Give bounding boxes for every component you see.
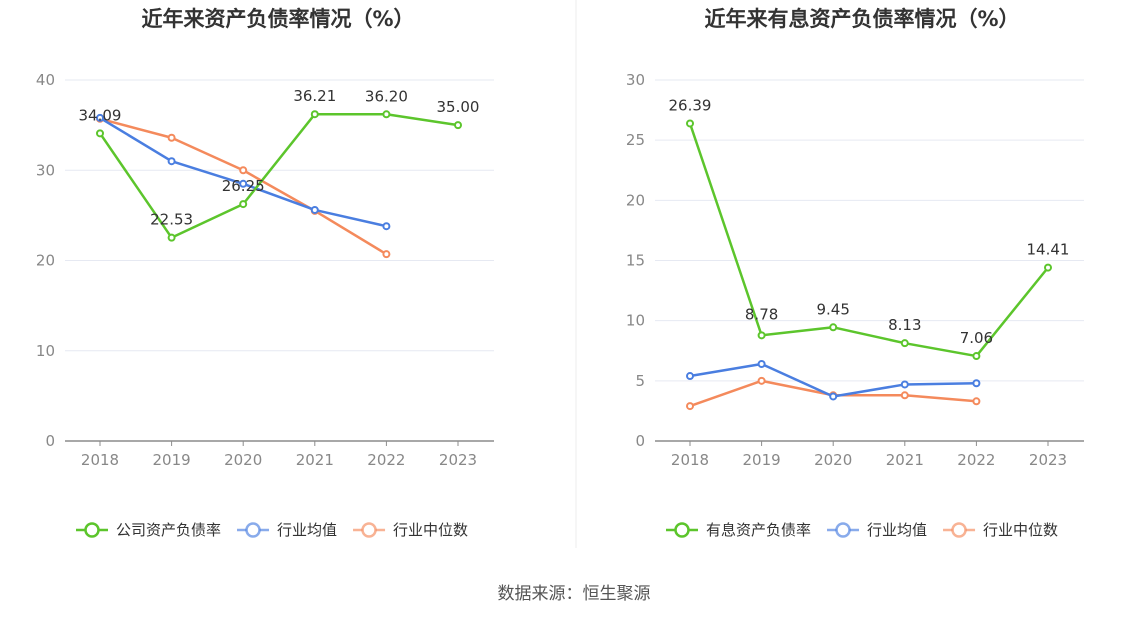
charts-canvas: 近年来资产负债率情况（%） 0 10 20 30 40 2018 2019 2020 2021 20… [36, 0, 1084, 548]
legend-label: 行业中位数 [983, 521, 1058, 539]
data-point[interactable] [686, 119, 694, 128]
y-tick-label: 40 [36, 71, 55, 89]
data-point[interactable] [96, 129, 104, 138]
x-tick-label: 2019 [743, 451, 781, 469]
series-line-1 [98, 112, 459, 239]
chart-title: 近年来资产负债率情况（%） [141, 7, 414, 31]
data-point[interactable] [972, 397, 981, 406]
data-point[interactable] [829, 323, 838, 332]
y-tick-label: 30 [36, 161, 55, 179]
data-point[interactable] [900, 391, 909, 400]
y-tick-label: 20 [626, 191, 645, 209]
legend-label: 公司资产负债率 [116, 521, 221, 539]
data-point[interactable] [900, 339, 909, 348]
data-label: 35.00 [437, 98, 480, 116]
x-tick-label: 2023 [439, 451, 477, 469]
x-tick-label: 2021 [886, 451, 924, 469]
legend-item-1[interactable]: 公司资产负债率 [76, 521, 221, 539]
data-label: 36.21 [293, 87, 336, 105]
data-point[interactable] [757, 376, 766, 385]
legend-label: 行业均值 [277, 521, 337, 539]
x-tick-label: 2019 [153, 451, 191, 469]
data-point[interactable] [310, 110, 319, 119]
data-point[interactable] [686, 402, 694, 411]
legend-label: 有息资产负债率 [706, 521, 811, 539]
data-label: 34.09 [79, 106, 122, 124]
data-point[interactable] [382, 110, 391, 119]
legend-marker-icon [245, 522, 261, 538]
legend-item-2[interactable]: 行业均值 [827, 521, 927, 539]
chart-title: 近年来有息资产负债率情况（%） [704, 7, 1019, 31]
y-tick-label: 0 [45, 432, 55, 450]
data-point[interactable] [757, 331, 766, 340]
x-tick-label: 2018 [81, 451, 119, 469]
data-point[interactable] [167, 133, 176, 142]
y-tick-label: 10 [36, 342, 55, 360]
x-tick-label: 2018 [671, 451, 709, 469]
y-tick-label: 10 [626, 312, 645, 330]
chart-1: 近年来资产负债率情况（%） 0 10 20 30 40 2018 2019 2020 2021 20… [36, 7, 494, 539]
data-point[interactable] [900, 380, 909, 389]
data-point[interactable] [686, 372, 694, 381]
data-point[interactable] [239, 166, 248, 175]
chart-2: 近年来有息资产负债率情况（%） 0 5 10 15 20 25 30 2018 2019 2020 2… [626, 7, 1084, 539]
data-point[interactable] [239, 200, 248, 209]
x-tick-label: 2023 [1029, 451, 1067, 469]
data-point[interactable] [167, 233, 176, 242]
y-tick-label: 25 [626, 131, 645, 149]
legend-label: 行业均值 [867, 521, 927, 539]
data-label: 7.06 [960, 329, 993, 347]
y-tick-label: 15 [626, 252, 645, 270]
y-tick-label: 0 [635, 432, 645, 450]
data-point[interactable] [829, 392, 838, 401]
data-label: 9.45 [816, 300, 849, 318]
data-point[interactable] [167, 157, 176, 166]
data-point[interactable] [382, 250, 391, 259]
x-tick-label: 2020 [224, 451, 262, 469]
data-point[interactable] [310, 205, 319, 214]
x-tick-label: 2022 [367, 451, 405, 469]
legend-label: 行业中位数 [393, 521, 468, 539]
x-tick-label: 2022 [957, 451, 995, 469]
x-tick-label: 2021 [296, 451, 334, 469]
data-point[interactable] [1044, 263, 1052, 272]
data-label: 26.39 [669, 96, 712, 114]
data-label: 36.20 [365, 87, 408, 105]
data-point[interactable] [239, 179, 248, 188]
legend-item-3[interactable]: 行业中位数 [943, 521, 1058, 539]
data-point[interactable] [382, 222, 391, 231]
y-tick-label: 5 [635, 372, 645, 390]
legend-marker-icon [951, 522, 967, 538]
legend-item-2[interactable]: 行业均值 [237, 521, 337, 539]
data-label: 14.41 [1027, 241, 1070, 259]
legend-marker-icon [835, 522, 851, 538]
data-point[interactable] [972, 352, 981, 361]
legend-marker-icon [84, 522, 100, 538]
legend-marker-icon [361, 522, 377, 538]
data-point[interactable] [757, 359, 766, 368]
legend-marker-icon [674, 522, 690, 538]
y-tick-label: 30 [626, 71, 645, 89]
data-label: 26.25 [222, 177, 265, 195]
series-line-1 [688, 123, 1049, 358]
data-label: 8.13 [888, 316, 921, 334]
data-label: 22.53 [150, 211, 193, 229]
data-point[interactable] [454, 121, 462, 130]
data-point[interactable] [96, 113, 104, 122]
data-label: 8.78 [745, 305, 778, 323]
data-point[interactable] [972, 379, 981, 388]
y-tick-label: 20 [36, 252, 55, 270]
x-tick-label: 2020 [814, 451, 852, 469]
legend-item-3[interactable]: 行业中位数 [353, 521, 468, 539]
data-source-label: 数据来源：恒生聚源 [497, 584, 651, 604]
legend-item-1[interactable]: 有息资产负债率 [666, 521, 811, 539]
